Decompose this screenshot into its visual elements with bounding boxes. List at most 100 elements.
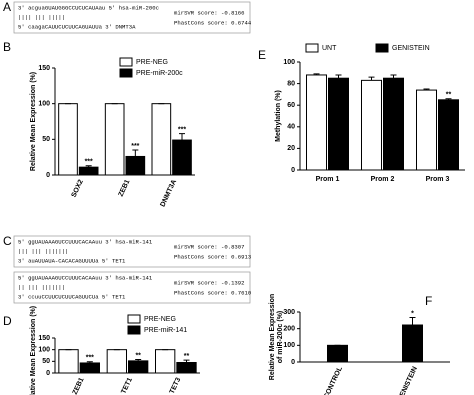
- x-tick-label: TET1: [120, 377, 134, 395]
- significance: ***: [178, 126, 186, 133]
- score: PhastCons score: 0.6744: [174, 19, 252, 26]
- x-tick-label: CONTROL: [323, 365, 344, 395]
- panel-letter: F: [425, 294, 432, 308]
- legend-swatch: [119, 68, 133, 78]
- bar: [328, 77, 349, 171]
- error-bar: [86, 361, 93, 363]
- x-tick-label: TET3: [169, 377, 183, 395]
- x-tick-label: Prom 3: [426, 176, 450, 183]
- x-tick-label: ZEB1: [118, 179, 132, 198]
- bar: [151, 103, 172, 176]
- panel-letter: D: [3, 314, 12, 328]
- bar: [172, 139, 192, 176]
- bar: [155, 349, 176, 374]
- error-bar: [179, 133, 185, 141]
- significance: ***: [85, 159, 93, 166]
- bar: [327, 344, 348, 363]
- error-bar: [183, 359, 190, 363]
- significance: ***: [86, 355, 94, 362]
- y-tick-label: 60: [287, 102, 295, 109]
- y-tick-label: 80: [287, 80, 295, 87]
- sequence-line: 3' auAUUAUA-CACACAGUUUUa 5' TET1: [18, 257, 126, 264]
- y-axis-label: of miR-200c (%): [277, 311, 284, 364]
- y-tick-label: 0: [46, 172, 50, 179]
- y-axis-label: Relative Mean Expression (%): [30, 306, 37, 395]
- bar: [383, 77, 404, 171]
- y-tick-label: 40: [287, 124, 295, 131]
- y-tick-label: 0: [46, 370, 50, 377]
- legend-swatch: [127, 325, 141, 335]
- x-tick-label: SOX2: [71, 179, 85, 199]
- score: mirSVR score: -0.8307: [174, 243, 245, 250]
- y-axis-label: Relative Mean Expression (%): [30, 72, 37, 171]
- sequence-line: |||| ||| |||||: [18, 14, 65, 21]
- error-bar: [85, 165, 92, 168]
- sequence-line: 5' caagaCAUUCUCUUCAGUAUUa 3' DNMT3A: [18, 23, 136, 30]
- bar: [104, 103, 125, 176]
- y-tick-label: 100: [283, 342, 295, 349]
- alignment-box: [13, 271, 251, 304]
- legend-swatch: [375, 43, 389, 53]
- sequence-line: 3' acguaGUAUGGGCCUCUCAUAau 5' hsa-miR-20…: [18, 4, 159, 11]
- score: PhastCons score: 0.7610: [174, 289, 252, 296]
- significance: **: [135, 352, 141, 359]
- panel-letter: A: [3, 0, 11, 14]
- y-axis-label: Methylation (%): [275, 90, 282, 142]
- bar: [79, 362, 100, 374]
- y-tick-label: 50: [42, 136, 50, 143]
- y-axis-label: Relative Mean Expression: [269, 294, 276, 380]
- error-bar: [313, 73, 320, 75]
- bar: [361, 79, 382, 171]
- sequence-line: ||| ||| |||||||: [18, 248, 68, 255]
- significance: ***: [131, 143, 139, 150]
- legend-label: UNT: [322, 45, 337, 52]
- bar: [106, 349, 127, 374]
- legend-label: PRE-NEG: [136, 59, 168, 66]
- bar: [78, 166, 99, 176]
- alignment-box: [13, 1, 251, 34]
- x-tick-label: ZEB1: [72, 377, 86, 395]
- error-bar: [445, 98, 452, 100]
- sequence-line: 3' ccuuCCUUCUCUUCAGUUCUa 5' TET1: [18, 293, 126, 300]
- sequence-line: 5' ggUAUAAAGUCCUUUCACAAuu 3' hsa-miR-141: [18, 274, 153, 281]
- y-tick-label: 50: [42, 358, 50, 365]
- y-tick-label: 150: [38, 335, 50, 342]
- legend-label: PRE-NEG: [144, 316, 176, 323]
- score: PhastCons score: 0.6913: [174, 253, 251, 260]
- bar: [176, 362, 197, 374]
- y-tick-label: 150: [38, 65, 50, 72]
- y-tick-label: 300: [283, 309, 295, 316]
- y-tick-label: 100: [283, 59, 295, 66]
- score: mirSVR score: -0.1392: [174, 279, 245, 286]
- bar: [402, 324, 423, 363]
- legend-label: PRE-miR-141: [144, 327, 187, 334]
- x-tick-label: GENISTEIN: [397, 366, 419, 395]
- bar: [58, 349, 79, 374]
- legend-swatch: [119, 57, 133, 67]
- x-tick-label: DNMT3A: [159, 179, 178, 208]
- y-tick-label: 100: [38, 101, 50, 108]
- legend-swatch: [127, 314, 141, 324]
- legend-label: GENISTEIN: [392, 45, 430, 52]
- bar: [128, 360, 149, 374]
- bar: [125, 155, 146, 176]
- alignment-box: [13, 235, 251, 268]
- error-bar: [335, 74, 342, 79]
- y-tick-label: 0: [291, 359, 295, 366]
- error-bar: [368, 76, 375, 81]
- significance: *: [411, 310, 414, 317]
- legend-swatch: [305, 43, 319, 53]
- sequence-line: 5' ggUAUAAAGUCCUUUCACAAuu 3' hsa-miR-141: [18, 238, 153, 245]
- y-tick-label: 20: [287, 145, 295, 152]
- error-bar: [132, 149, 139, 157]
- bar: [306, 74, 327, 171]
- bar: [58, 103, 78, 176]
- panel-letter: E: [258, 48, 266, 62]
- legend-label: PRE-miR-200c: [136, 70, 183, 77]
- panel-letter: C: [3, 234, 12, 248]
- y-tick-label: 200: [283, 326, 295, 333]
- panel-letter: B: [3, 40, 11, 54]
- y-tick-label: 100: [38, 347, 50, 354]
- y-tick-label: 0: [291, 167, 295, 174]
